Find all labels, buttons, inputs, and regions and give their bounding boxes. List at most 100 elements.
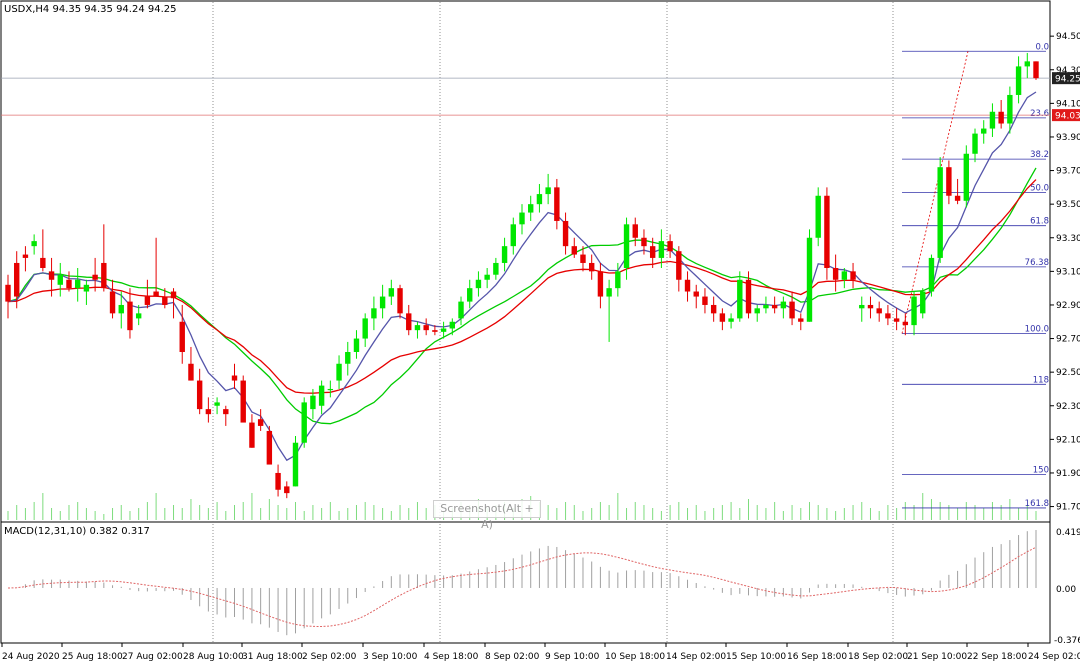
bull-candle bbox=[658, 241, 665, 258]
price-scale-label: 92.90 bbox=[1056, 301, 1080, 311]
macd-scale-top: 0.419 bbox=[1056, 528, 1080, 538]
bull-candle bbox=[754, 308, 760, 314]
bull-candle bbox=[414, 325, 421, 331]
bull-candle bbox=[475, 279, 482, 289]
bull-candle bbox=[493, 262, 499, 275]
bear-candle bbox=[632, 224, 638, 238]
bull-candle bbox=[57, 274, 63, 285]
bull-candle bbox=[728, 318, 734, 322]
horizontal-lines[interactable] bbox=[1, 77, 1050, 116]
bear-candle bbox=[850, 271, 856, 280]
bull-candle bbox=[911, 296, 917, 326]
bear-candle bbox=[188, 363, 194, 381]
bear-candle bbox=[580, 254, 586, 263]
bear-candle bbox=[153, 291, 159, 297]
bear-candle bbox=[66, 279, 72, 289]
bull-candle bbox=[292, 442, 299, 487]
time-axis-label: 16 Sep 18:00 bbox=[787, 652, 847, 662]
bear-candle bbox=[14, 262, 20, 297]
bull-candle bbox=[449, 321, 456, 329]
bull-candle bbox=[388, 288, 395, 297]
alert-price-text: 94.03 bbox=[1055, 112, 1080, 122]
bear-candle bbox=[22, 254, 29, 258]
bull-candle bbox=[362, 318, 368, 339]
bear-candle bbox=[588, 262, 595, 272]
bear-candle bbox=[771, 304, 778, 309]
macd-scale-zero: 0.00 bbox=[1056, 585, 1076, 595]
bull-candle bbox=[623, 224, 630, 268]
bull-candle bbox=[458, 301, 464, 319]
fib-level-label: 76.38 bbox=[1025, 258, 1049, 268]
bear-candle bbox=[92, 274, 98, 280]
bull-candle bbox=[806, 237, 813, 322]
fib-level-label: 161.8 bbox=[1025, 499, 1049, 509]
ma-green-line bbox=[7, 167, 1037, 425]
bear-candle bbox=[170, 291, 177, 299]
bear-candle bbox=[693, 291, 699, 297]
bull-candle bbox=[536, 194, 543, 205]
fib-level-label: 23.6 bbox=[1030, 109, 1049, 119]
bear-candle bbox=[266, 430, 273, 465]
bear-candle bbox=[676, 251, 682, 280]
price-scale[interactable]: 94.50 94.30 94.10 93.90 93.70 93.50 93.30 93.10… bbox=[1050, 32, 1080, 513]
fibonacci-retracement[interactable]: 0.0 23.6 38.2 50.0 61.8 76.38 100.0 118 150 161.8 bbox=[901, 42, 1049, 509]
bear-candle bbox=[205, 409, 212, 415]
time-axis-label: 10 Sep 18:00 bbox=[605, 652, 665, 662]
bear-candle bbox=[832, 268, 839, 280]
bid-price-text: 94.25 bbox=[1055, 75, 1080, 85]
bull-candle bbox=[118, 304, 124, 314]
time-axis-label: 15 Sep 10:00 bbox=[726, 652, 786, 662]
bear-candle bbox=[1033, 61, 1039, 79]
fib-level-label: 118 bbox=[1033, 375, 1049, 385]
bear-candle bbox=[571, 246, 577, 255]
bull-candle bbox=[135, 313, 142, 319]
bull-candle bbox=[1015, 66, 1022, 95]
bear-candle bbox=[397, 288, 403, 314]
bear-candle bbox=[946, 167, 952, 196]
bull-candle bbox=[345, 352, 351, 364]
bull-candle bbox=[501, 246, 508, 263]
bear-candle bbox=[702, 296, 708, 305]
bear-candle bbox=[885, 313, 891, 319]
time-axis: 24 Aug 2020 25 Aug 18:00 27 Aug 02:00 28 Au… bbox=[1, 643, 1080, 662]
bear-candle bbox=[162, 296, 168, 305]
bull-candle bbox=[763, 304, 769, 309]
bull-candle bbox=[318, 385, 325, 406]
price-scale-label: 94.10 bbox=[1056, 99, 1080, 109]
bear-candle bbox=[667, 241, 673, 252]
moving-averages bbox=[7, 91, 1037, 462]
bear-candle bbox=[876, 308, 882, 314]
ma-red-line bbox=[7, 179, 1037, 394]
bull-candle bbox=[972, 133, 978, 154]
bear-candle bbox=[798, 318, 804, 322]
bull-candle bbox=[301, 402, 307, 443]
fib-trendline bbox=[901, 51, 969, 334]
bear-candle bbox=[48, 271, 55, 280]
alert-price-marker bbox=[1052, 109, 1080, 122]
bear-candle bbox=[893, 318, 900, 322]
volume-bars bbox=[7, 493, 1037, 520]
bull-candle bbox=[353, 338, 360, 352]
time-axis-label: 8 Sep 02:00 bbox=[485, 652, 540, 662]
bear-candle bbox=[40, 257, 46, 268]
price-scale-label: 93.50 bbox=[1056, 200, 1080, 210]
bull-candle bbox=[371, 308, 377, 319]
time-axis-label: 25 Aug 18:00 bbox=[62, 652, 123, 662]
bull-candle bbox=[310, 395, 316, 410]
bear-candle bbox=[998, 111, 1004, 124]
bear-candle bbox=[719, 313, 726, 322]
bear-candle bbox=[641, 237, 647, 247]
bear-candle bbox=[109, 291, 116, 314]
bull-candle bbox=[859, 304, 865, 309]
bull-candle bbox=[963, 153, 970, 201]
price-scale-label: 94.50 bbox=[1056, 32, 1080, 42]
chart-header-title: USDX,H4 94.35 94.35 94.24 94.25 bbox=[4, 4, 177, 15]
bull-candle bbox=[31, 241, 37, 247]
bull-candle bbox=[928, 257, 935, 292]
bull-candle bbox=[1024, 61, 1030, 67]
bull-candle bbox=[484, 274, 490, 280]
time-axis-label: 9 Sep 10:00 bbox=[545, 652, 600, 662]
fib-level-label: 38.2 bbox=[1030, 150, 1049, 160]
